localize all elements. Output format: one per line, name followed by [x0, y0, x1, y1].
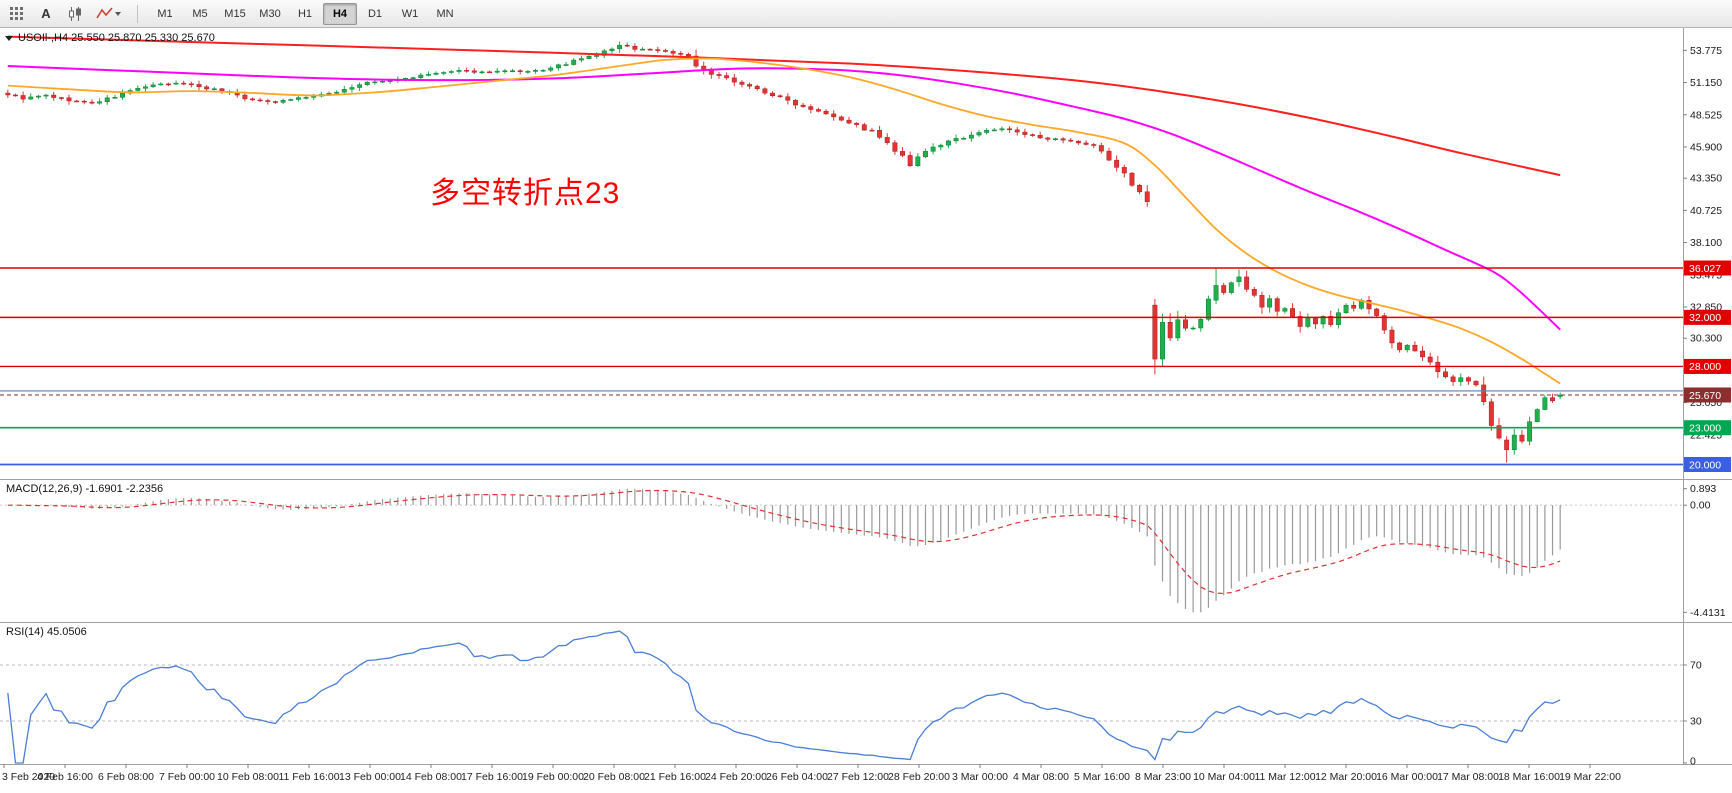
macd-scale-label: 0.893 [1690, 483, 1716, 495]
chart-type-button[interactable] [62, 2, 88, 26]
price-line-badge: 32.000 [1689, 312, 1721, 324]
time-axis-label: 6 Feb 08:00 [98, 771, 154, 783]
time-axis-label: 3 Feb 2020 [2, 771, 55, 783]
time-axis-label: 10 Feb 08:00 [217, 771, 279, 783]
time-axis-label: 18 Mar 16:00 [1498, 771, 1560, 783]
macd-scale-label: -4.4131 [1690, 607, 1726, 619]
timeframe-group: M1 M5 M15 M30 H1 H4 D1 W1 MN [148, 2, 462, 25]
time-axis-label: 17 Mar 08:00 [1437, 771, 1499, 783]
time-axis-label: 20 Feb 08:00 [583, 771, 645, 783]
timeframe-button-m1[interactable]: M1 [157, 7, 173, 20]
time-axis-label: 19 Mar 22:00 [1559, 771, 1621, 783]
grid-glyph [10, 6, 23, 20]
current-price-badge-label: 25.670 [1689, 390, 1721, 402]
dropdown-caret-icon [115, 11, 121, 16]
menu-grid-icon[interactable] [4, 2, 30, 26]
symbol-ohlc-line: USOIl-,H4 25.550 25.870 25.330 25.670 [5, 32, 215, 44]
symbol-dropdown-icon[interactable] [5, 35, 13, 41]
symbol-ohlc-text: USOIl-,H4 25.550 25.870 25.330 25.670 [18, 32, 215, 44]
text-tool-label: A [41, 6, 51, 21]
horizontal-lines-layer [0, 267, 1683, 466]
price-scale[interactable]: 53.775 51.150 48.525 45.900 43.350 40.725 38.1… [1683, 28, 1731, 768]
macd-indicator-label: MACD(12,26,9) -1.6901 -2.2356 [6, 483, 164, 495]
time-axis-label: 17 Feb 16:00 [461, 771, 523, 783]
timeframe-button-mn[interactable]: MN [436, 7, 454, 20]
price-tick-label: 48.525 [1690, 109, 1722, 121]
time-axis-label: 11 Mar 12:00 [1254, 771, 1315, 783]
time-axis-label: 12 Mar 20:00 [1315, 771, 1377, 783]
rsi-scale-label: 70 [1690, 660, 1702, 672]
rsi-panel [0, 630, 1683, 764]
price-tick-label: 53.775 [1690, 45, 1722, 57]
time-axis-label: 13 Feb 00:00 [339, 771, 401, 783]
rsi-scale-label: 30 [1690, 716, 1702, 728]
price-tick-label: 30.300 [1690, 333, 1722, 345]
timeframe-button-h1[interactable]: H1 [297, 7, 313, 20]
text-tool-button[interactable]: A [33, 2, 59, 26]
timeframe-button-w1[interactable]: W1 [401, 7, 419, 20]
time-axis-label: 21 Feb 16:00 [644, 771, 706, 783]
price-line-badge: 36.027 [1689, 263, 1721, 275]
time-axis-label: 11 Feb 16:00 [278, 771, 339, 783]
price-tick-label: 43.350 [1690, 173, 1722, 185]
time-axis-label: 5 Mar 16:00 [1074, 771, 1130, 783]
candlestick-icon [69, 6, 81, 21]
fast-ma-line [7, 57, 1561, 385]
time-axis-label: 8 Mar 23:00 [1135, 771, 1191, 783]
timeframe-button-m15[interactable]: M15 [224, 7, 246, 20]
time-axis-label: 14 Feb 08:00 [400, 771, 462, 783]
time-axis-label: 4 Mar 08:00 [1013, 771, 1069, 783]
timeframe-button-m30[interactable]: M30 [259, 7, 281, 20]
moving-averages-layer [7, 35, 1561, 385]
timeframe-button-d1[interactable]: D1 [367, 7, 383, 20]
medium-ma-line [7, 65, 1561, 331]
chart-annotation: 多空转折点23 [430, 177, 621, 210]
price-tick-label: 40.725 [1690, 205, 1722, 217]
timeframe-button-h4[interactable]: H4 [323, 2, 357, 25]
objects-tool-button[interactable] [91, 2, 127, 26]
time-axis-label: 26 Feb 04:00 [766, 771, 828, 783]
macd-panel [0, 488, 1683, 613]
time-axis-label: 24 Feb 20:00 [705, 771, 767, 783]
time-axis-label: 3 Mar 00:00 [952, 771, 1008, 783]
time-axis-label: 7 Feb 00:00 [159, 771, 215, 783]
time-axis-label: 4 Feb 16:00 [37, 771, 93, 783]
time-axis-label: 19 Feb 00:00 [522, 771, 584, 783]
time-axis-label: 27 Feb 12:00 [827, 771, 889, 783]
chart-toolbar: A M1 M5 M15 M30 H1 H4 D1 W1 MN [0, 0, 1732, 28]
long-term-ma-line [7, 35, 1561, 177]
time-axis-label: 10 Mar 04:00 [1193, 771, 1255, 783]
rsi-scale-label: 0 [1690, 756, 1696, 768]
price-tick-label: 45.900 [1690, 141, 1722, 153]
current-price-badge [1684, 387, 1731, 403]
price-line-badge: 20.000 [1689, 459, 1721, 471]
price-line-badge: 23.000 [1689, 423, 1721, 435]
time-axis-label: 16 Mar 00:00 [1376, 771, 1438, 783]
macd-scale-label: 0.00 [1690, 500, 1711, 512]
rsi-line [7, 630, 1561, 764]
price-tick-label: 51.150 [1690, 77, 1722, 89]
toolbar-separator [137, 4, 138, 23]
zigzag-icon [96, 7, 113, 19]
rsi-indicator-label: RSI(14) 45.0506 [6, 626, 87, 638]
timeframe-button-m5[interactable]: M5 [192, 7, 208, 20]
time-axis-label: 28 Feb 20:00 [888, 771, 950, 783]
price-tick-label: 38.100 [1690, 237, 1722, 249]
price-line-badge: 28.000 [1689, 361, 1721, 373]
